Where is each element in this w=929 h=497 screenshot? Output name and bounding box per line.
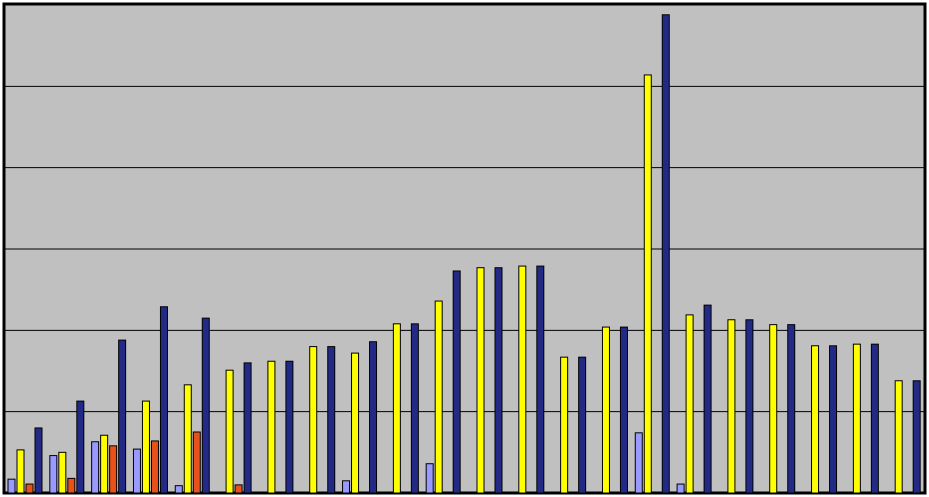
- bar: [76, 400, 85, 494]
- bar: [58, 451, 67, 494]
- bar: [342, 480, 351, 494]
- bar: [243, 362, 252, 494]
- bar: [852, 343, 861, 494]
- bar: [769, 324, 778, 494]
- bar: [870, 343, 879, 494]
- bar: [787, 324, 796, 494]
- bar: [912, 380, 921, 494]
- bar: [392, 323, 401, 494]
- bar: [225, 369, 234, 494]
- bar: [494, 267, 503, 494]
- bar: [141, 400, 150, 494]
- bar: [894, 380, 903, 494]
- bar: [16, 449, 25, 494]
- bar: [351, 352, 360, 494]
- bar: [192, 431, 201, 494]
- bar: [560, 356, 569, 494]
- bar: [661, 14, 670, 494]
- bar: [727, 319, 736, 494]
- bar: [150, 440, 159, 494]
- bar: [634, 432, 643, 494]
- bar: [109, 445, 118, 494]
- bar: [25, 483, 34, 494]
- bar: [267, 360, 276, 494]
- bar: [476, 267, 485, 494]
- bar: [201, 317, 210, 494]
- bar: [811, 345, 820, 494]
- bar: [132, 448, 141, 494]
- bar: [536, 265, 545, 494]
- bar: [685, 314, 694, 494]
- bar: [703, 304, 712, 494]
- bar: [100, 434, 109, 494]
- bar: [34, 427, 43, 494]
- bar: [434, 300, 443, 494]
- bar: [425, 463, 434, 494]
- bar: [309, 346, 318, 494]
- bar: [327, 346, 336, 494]
- bar: [7, 478, 16, 494]
- bar: [619, 326, 628, 494]
- bar: [676, 483, 685, 494]
- bar: [91, 441, 100, 494]
- bar: [601, 326, 610, 494]
- bar: [410, 323, 419, 494]
- bar: [745, 319, 754, 494]
- bar: [234, 484, 243, 494]
- bar: [118, 339, 127, 494]
- bar: [578, 356, 587, 494]
- bar: [67, 477, 76, 494]
- bar: [183, 384, 192, 494]
- bar: [159, 306, 168, 494]
- bar: [369, 341, 378, 494]
- bar: [174, 485, 183, 494]
- bar: [518, 265, 527, 494]
- bar: [829, 345, 838, 494]
- bar: [643, 74, 652, 494]
- bar: [452, 270, 461, 494]
- bar: [49, 455, 58, 494]
- bar: [285, 360, 294, 494]
